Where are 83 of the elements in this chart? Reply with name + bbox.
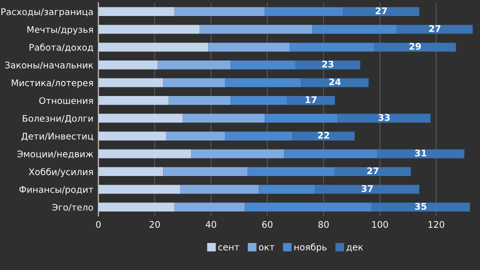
x-tick-label: 100 bbox=[372, 221, 388, 228]
x-tick-label: 60 bbox=[262, 221, 272, 228]
y-tick-label: Финансы/родит bbox=[19, 186, 94, 195]
bar bbox=[158, 60, 231, 70]
bar bbox=[258, 184, 316, 194]
data-label: 27 bbox=[429, 25, 440, 32]
bar bbox=[98, 24, 200, 34]
bar bbox=[98, 60, 158, 70]
bar bbox=[191, 149, 284, 158]
legend-label: ноябрь bbox=[294, 243, 327, 252]
bar bbox=[225, 78, 302, 88]
bar bbox=[371, 202, 470, 212]
y-tick-label: Болезни/Долги bbox=[22, 115, 93, 124]
x-tick-label: 120 bbox=[428, 221, 444, 228]
y-tick-label: Мистика/лотерея bbox=[12, 80, 93, 88]
bar bbox=[338, 114, 431, 123]
x-tick-label: 20 bbox=[150, 221, 160, 228]
bar bbox=[312, 24, 397, 34]
y-tick-label: Эго/тело bbox=[52, 204, 94, 212]
bar bbox=[163, 167, 248, 176]
x-tick-label: 0 bbox=[96, 221, 101, 228]
bar bbox=[377, 149, 464, 158]
data-label: 22 bbox=[318, 132, 330, 139]
y-tick-label: Работа/доход bbox=[30, 44, 94, 52]
bar bbox=[98, 167, 164, 176]
bar bbox=[98, 132, 166, 140]
bar bbox=[295, 60, 360, 70]
y-tick-label: Эмоции/недвиж bbox=[17, 150, 94, 158]
data-label: 33 bbox=[378, 114, 390, 121]
bar bbox=[290, 42, 374, 52]
data-label: 23 bbox=[322, 60, 334, 68]
bar bbox=[301, 78, 369, 88]
bar bbox=[168, 96, 231, 105]
data-label: 35 bbox=[415, 202, 426, 210]
bar bbox=[98, 149, 192, 158]
bar bbox=[374, 42, 456, 52]
bar bbox=[98, 78, 164, 88]
legend-label: дек bbox=[346, 245, 364, 252]
bar bbox=[98, 202, 174, 212]
data-label: 27 bbox=[376, 7, 387, 14]
y-tick-label: Отношения bbox=[39, 97, 93, 104]
legend-label: сент bbox=[218, 245, 240, 250]
data-label: 37 bbox=[362, 185, 373, 192]
data-label: 29 bbox=[410, 42, 421, 50]
bar bbox=[174, 202, 245, 212]
y-tick-label: Расходы/заграница bbox=[1, 8, 93, 17]
data-label: 24 bbox=[329, 78, 341, 86]
bar bbox=[287, 96, 335, 105]
bar bbox=[98, 184, 180, 194]
bar bbox=[200, 24, 312, 34]
bar bbox=[225, 132, 293, 140]
legend-label: окт bbox=[258, 245, 274, 250]
data-label: 27 bbox=[367, 167, 378, 174]
bar bbox=[292, 132, 355, 140]
bar bbox=[334, 167, 411, 176]
bar bbox=[163, 78, 226, 88]
bar bbox=[230, 60, 296, 70]
bar bbox=[208, 42, 290, 52]
bar bbox=[174, 7, 264, 16]
y-tick-label: Хобби/усилия bbox=[28, 168, 93, 177]
bar bbox=[182, 114, 264, 123]
y-tick-label: Законы/начальник bbox=[5, 62, 94, 70]
bar bbox=[343, 7, 420, 16]
bar bbox=[98, 42, 208, 52]
bar bbox=[230, 96, 288, 105]
x-tick-label: 40 bbox=[206, 221, 216, 228]
bar bbox=[264, 7, 344, 16]
bar bbox=[264, 114, 338, 123]
bar bbox=[98, 96, 169, 105]
bar bbox=[315, 184, 420, 194]
data-label: 31 bbox=[415, 150, 426, 156]
bar bbox=[180, 184, 259, 194]
bar bbox=[248, 167, 335, 176]
bar bbox=[284, 149, 378, 158]
x-tick-label: 80 bbox=[318, 221, 329, 228]
y-tick-label: Мечты/друзья bbox=[27, 26, 93, 35]
data-label: 17 bbox=[306, 96, 316, 103]
bar bbox=[98, 7, 174, 16]
y-tick-label: Дети/Инвестиц bbox=[21, 132, 94, 141]
bar bbox=[244, 202, 372, 212]
bar bbox=[98, 114, 183, 123]
bar bbox=[166, 132, 226, 140]
bar bbox=[396, 24, 473, 34]
